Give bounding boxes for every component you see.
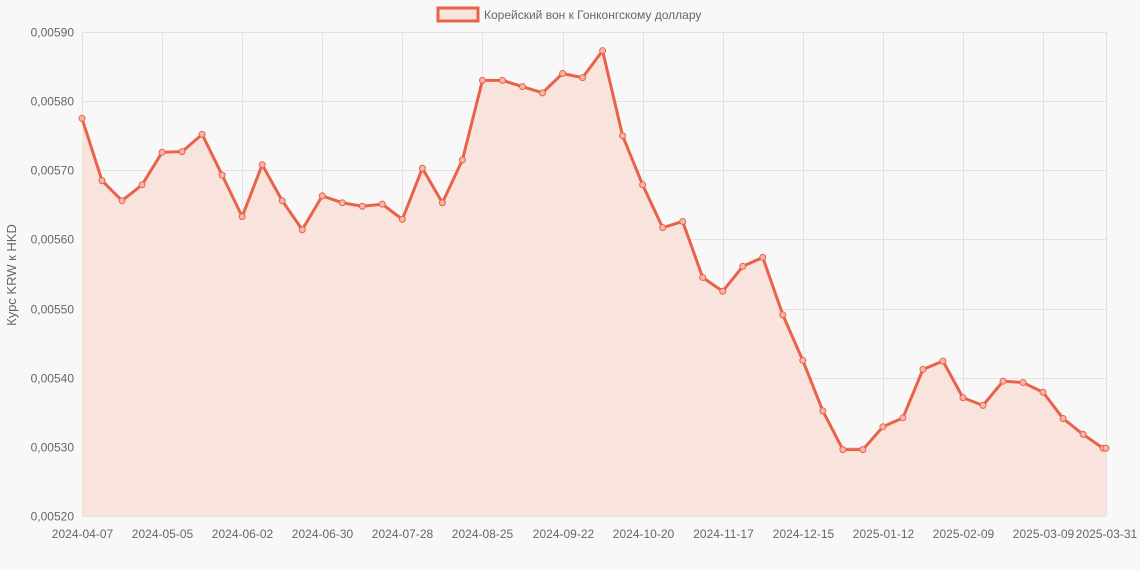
data-point[interactable] <box>679 217 687 225</box>
data-point[interactable] <box>639 181 647 189</box>
y-tick-label: 0,00550 <box>31 303 75 317</box>
data-point[interactable] <box>899 414 907 422</box>
x-tick-label: 2024-04-07 <box>52 527 114 541</box>
data-point[interactable] <box>78 114 86 122</box>
x-tick-label: 2024-08-25 <box>452 527 514 541</box>
data-point[interactable] <box>178 148 186 156</box>
legend-label: Корейский вон к Гонконгскому доллару <box>484 8 701 22</box>
data-point[interactable] <box>599 47 607 55</box>
y-tick-label: 0,00560 <box>31 233 75 247</box>
data-point[interactable] <box>659 224 667 232</box>
data-point[interactable] <box>619 132 627 140</box>
data-point[interactable] <box>1059 415 1067 423</box>
data-point[interactable] <box>999 377 1007 385</box>
data-point[interactable] <box>518 83 526 91</box>
y-axis-ticks: 0,00520 0,00530 0,00540 0,00550 0,00560 0,005… <box>31 26 75 524</box>
data-point[interactable] <box>278 197 286 205</box>
series-area <box>80 49 1108 517</box>
x-tick-label: 2024-05-05 <box>132 527 194 541</box>
data-point[interactable] <box>559 69 567 77</box>
x-tick-label: 2024-06-30 <box>292 527 354 541</box>
data-point[interactable] <box>1019 379 1027 387</box>
data-point[interactable] <box>1039 388 1047 396</box>
data-point[interactable] <box>879 423 887 431</box>
data-point[interactable] <box>358 202 366 210</box>
x-tick-label: 2025-03-09 <box>1013 527 1075 541</box>
data-point[interactable] <box>819 407 827 415</box>
series-area-fill <box>82 50 1106 517</box>
data-point[interactable] <box>438 199 446 207</box>
data-point[interactable] <box>478 76 486 84</box>
data-point[interactable] <box>238 213 246 221</box>
data-point[interactable] <box>338 199 346 207</box>
data-point[interactable] <box>579 74 587 82</box>
y-tick-label: 0,00520 <box>31 510 75 524</box>
data-point[interactable] <box>939 357 947 365</box>
data-point[interactable] <box>699 273 707 281</box>
x-tick-label: 2025-02-09 <box>933 527 995 541</box>
legend[interactable]: Корейский вон к Гонконгскому доллару <box>436 6 701 23</box>
data-point[interactable] <box>118 197 126 205</box>
data-point[interactable] <box>418 164 426 172</box>
data-point[interactable] <box>539 89 547 97</box>
data-point[interactable] <box>799 356 807 364</box>
x-axis-ticks: 2024-04-07 2024-05-05 2024-06-02 2024-06-30… <box>52 527 1138 541</box>
data-point[interactable] <box>398 215 406 223</box>
data-point[interactable] <box>138 181 146 189</box>
x-tick-label: 2024-07-28 <box>372 527 434 541</box>
x-tick-label: 2024-10-20 <box>613 527 675 541</box>
x-tick-label: 2024-06-02 <box>212 527 274 541</box>
x-tick-label: 2024-12-15 <box>773 527 835 541</box>
data-point[interactable] <box>919 365 927 373</box>
data-point[interactable] <box>458 156 466 164</box>
x-tick-label: 2025-01-12 <box>853 527 915 541</box>
series-points <box>78 47 1110 454</box>
data-point[interactable] <box>378 200 386 208</box>
data-point[interactable] <box>98 177 106 185</box>
data-point[interactable] <box>1102 444 1110 452</box>
data-point[interactable] <box>298 226 306 234</box>
data-point[interactable] <box>198 130 206 138</box>
data-point[interactable] <box>318 192 326 200</box>
data-point[interactable] <box>1079 430 1087 438</box>
data-point[interactable] <box>739 262 747 270</box>
data-point[interactable] <box>839 446 847 454</box>
data-point[interactable] <box>959 394 967 402</box>
data-point[interactable] <box>158 148 166 156</box>
data-point[interactable] <box>498 76 506 84</box>
data-point[interactable] <box>218 171 226 179</box>
data-point[interactable] <box>779 311 787 319</box>
y-tick-label: 0,00590 <box>31 26 75 40</box>
y-tick-label: 0,00580 <box>31 95 75 109</box>
x-tick-label: 2024-11-17 <box>693 527 754 541</box>
y-tick-label: 0,00570 <box>31 164 75 178</box>
y-tick-label: 0,00530 <box>31 441 75 455</box>
x-tick-label: 2024-09-22 <box>533 527 595 541</box>
data-point[interactable] <box>258 161 266 169</box>
y-tick-label: 0,00540 <box>31 372 75 386</box>
data-point[interactable] <box>859 446 867 454</box>
x-tick-label: 2025-03-31 <box>1076 527 1138 541</box>
data-point[interactable] <box>719 287 727 295</box>
data-point[interactable] <box>979 401 987 409</box>
legend-swatch <box>436 6 480 23</box>
y-axis-title: Курс KRW к HKD <box>4 224 19 326</box>
data-point[interactable] <box>759 253 767 261</box>
